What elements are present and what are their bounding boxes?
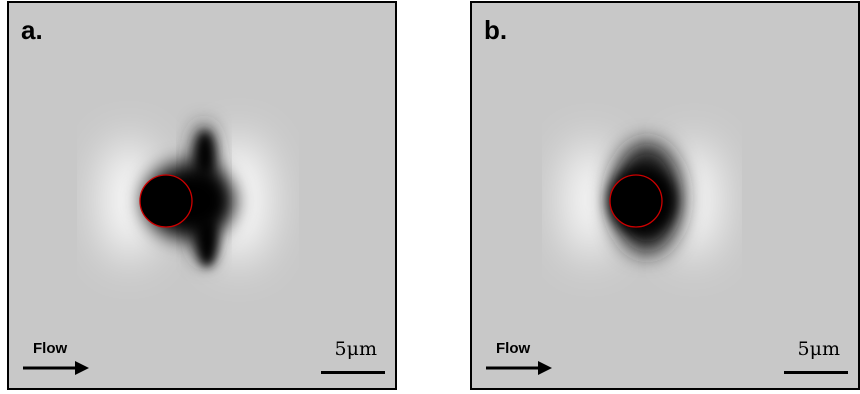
scale-bar-group: 5μm [315, 338, 385, 378]
flow-field-image-b [472, 3, 858, 388]
panel-letter: b. [484, 15, 508, 45]
panel-b: b. Flow 5μm [470, 1, 860, 390]
right-arrow-icon [486, 361, 552, 375]
particle-outline-b [609, 174, 663, 228]
flow-label: Flow [33, 340, 68, 357]
scale-label: 5μm [797, 338, 840, 360]
panel-letter: a. [21, 15, 43, 45]
flow-indicator: Flow [23, 340, 93, 380]
flow-field-image-a [9, 3, 395, 388]
right-arrow-icon [23, 361, 89, 375]
flow-indicator: Flow [486, 340, 556, 380]
panel-a: a. Flow 5μm [7, 1, 397, 390]
scale-label: 5μm [334, 338, 377, 360]
flow-label: Flow [496, 340, 531, 357]
particle-outline-a [139, 174, 193, 228]
scale-bar [321, 371, 385, 374]
scale-bar [784, 371, 848, 374]
scale-bar-group: 5μm [778, 338, 848, 378]
